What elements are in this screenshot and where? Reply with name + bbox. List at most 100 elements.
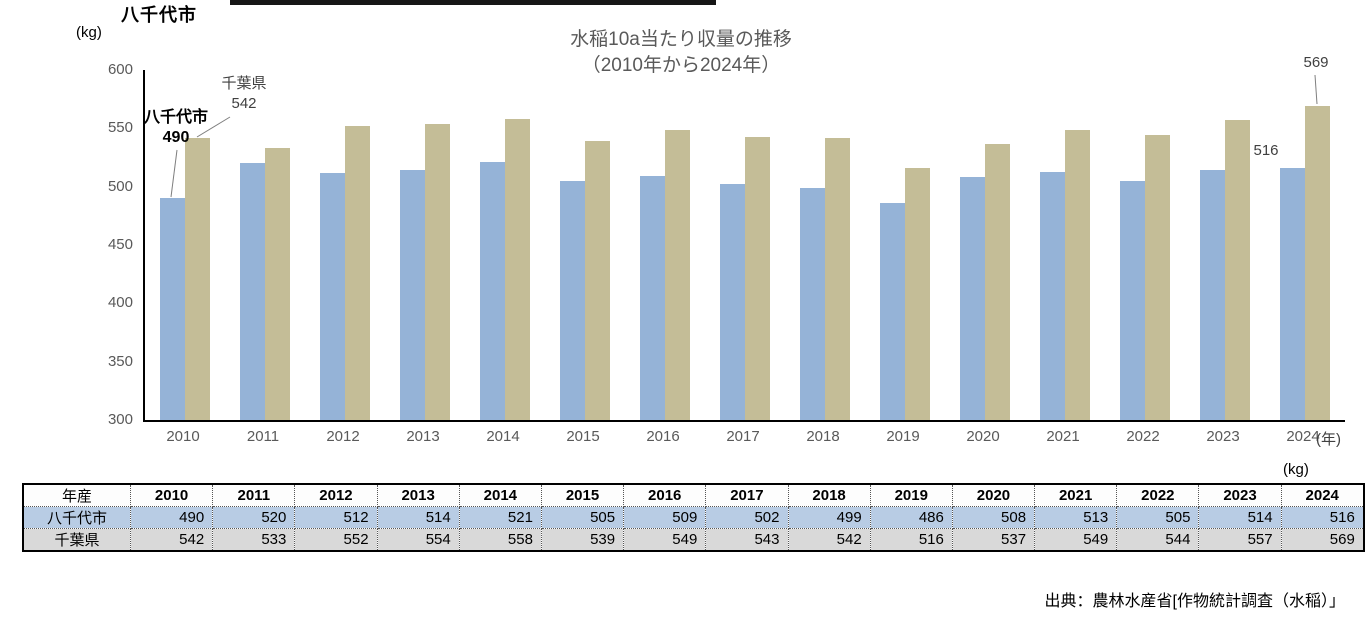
table-cell-千葉県-2017: 543 — [705, 528, 789, 552]
bar-千葉県-2010 — [185, 137, 210, 420]
annotation-pref-last-value: 569 — [1303, 54, 1329, 71]
table-year-header-2023: 2023 — [1198, 483, 1282, 507]
table-row-八千代市: 八千代市 490 520 512 514 521 505 509 502 499 486 508 513… — [22, 506, 1365, 529]
bar-千葉県-2013 — [425, 123, 450, 420]
bar-千葉県-2014 — [505, 119, 530, 420]
y-axis-unit-label: (kg) — [76, 24, 102, 41]
bar-chart-plot-area — [143, 70, 1345, 422]
x-tick-2019: 2019 — [886, 428, 920, 445]
table-cell-八千代市-2016: 509 — [623, 506, 707, 529]
bar-八千代市-2024 — [1280, 168, 1305, 420]
bar-千葉県-2016 — [665, 129, 690, 420]
table-cell-千葉県-2014: 558 — [458, 528, 542, 552]
bar-八千代市-2020 — [960, 177, 985, 420]
source-citation: 出典：農林水産省[作物統計調査（水稲）」 — [1044, 593, 1345, 610]
table-row-千葉県: 千葉県 542 533 552 554 558 539 549 543 542 516 537 549 5… — [22, 528, 1365, 552]
table-row-label: 千葉県 — [22, 528, 131, 552]
table-year-header-2022: 2022 — [1116, 483, 1200, 507]
table-year-header-2011: 2011 — [212, 483, 296, 507]
bar-千葉県-2017 — [745, 136, 770, 420]
bar-八千代市-2014 — [480, 162, 505, 420]
cropped-text-remnant — [230, 0, 716, 5]
page-title: 八千代市 — [121, 5, 197, 25]
x-tick-2020: 2020 — [966, 428, 1000, 445]
y-tick-450: 450 — [107, 236, 133, 253]
table-cell-八千代市-2023: 514 — [1198, 506, 1282, 529]
table-cell-八千代市-2013: 514 — [376, 506, 460, 529]
table-corner-label: 年産 — [22, 483, 131, 507]
x-tick-2023: 2023 — [1206, 428, 1240, 445]
bar-八千代市-2011 — [240, 163, 265, 420]
table-cell-八千代市-2024: 516 — [1280, 506, 1365, 529]
table-year-header-2021: 2021 — [1034, 483, 1118, 507]
table-cell-八千代市-2017: 502 — [705, 506, 789, 529]
bar-八千代市-2023 — [1200, 170, 1225, 420]
x-tick-2018: 2018 — [806, 428, 840, 445]
bar-千葉県-2011 — [265, 148, 290, 420]
table-year-header-2010: 2010 — [129, 483, 214, 507]
chart-title-line1: 水稲10a当たり収量の推移 — [570, 29, 792, 50]
bar-八千代市-2013 — [400, 170, 425, 420]
table-cell-千葉県-2013: 554 — [376, 528, 460, 552]
annotation-pref-first-value: 542 — [231, 95, 257, 112]
bar-八千代市-2017 — [720, 184, 745, 420]
table-cell-千葉県-2015: 539 — [540, 528, 625, 552]
x-tick-2014: 2014 — [486, 428, 520, 445]
table-cell-八千代市-2012: 512 — [294, 506, 378, 529]
table-cell-千葉県-2010: 542 — [129, 528, 214, 552]
table-unit-label: (kg) — [1283, 461, 1309, 478]
bar-千葉県-2024 — [1305, 106, 1330, 420]
y-tick-400: 400 — [107, 294, 133, 312]
chart-title-line2: （2010年から2024年） — [581, 55, 781, 76]
x-tick-2011: 2011 — [246, 428, 280, 445]
x-tick-2024: 2024 — [1286, 428, 1320, 445]
table-year-header-2015: 2015 — [540, 483, 625, 507]
data-table: 年産 2010 2011 2012 2013 2014 2015 2016 2017 2018 20… — [22, 483, 1365, 552]
table-row-label: 八千代市 — [22, 506, 131, 529]
table-year-header-2017: 2017 — [705, 483, 789, 507]
bar-八千代市-2012 — [320, 172, 345, 420]
bar-八千代市-2022 — [1120, 180, 1145, 420]
annotation-pref-label: 千葉県 — [221, 75, 267, 92]
table-cell-千葉県-2021: 549 — [1034, 528, 1118, 552]
table-cell-八千代市-2018: 499 — [787, 506, 871, 529]
table-cell-八千代市-2021: 513 — [1034, 506, 1118, 529]
x-tick-2012: 2012 — [326, 428, 360, 445]
bar-八千代市-2015 — [560, 180, 585, 420]
table-cell-八千代市-2010: 490 — [129, 506, 214, 529]
x-tick-2013: 2013 — [406, 428, 440, 445]
table-cell-八千代市-2014: 521 — [458, 506, 542, 529]
annotation-pref-first: 千葉県 542 — [211, 74, 277, 114]
table-cell-千葉県-2022: 544 — [1116, 528, 1200, 552]
x-tick-2021: 2021 — [1046, 428, 1080, 445]
table-cell-八千代市-2015: 505 — [540, 506, 625, 529]
y-tick-350: 350 — [107, 352, 133, 370]
bar-千葉県-2018 — [825, 137, 850, 420]
table-cell-千葉県-2018: 542 — [787, 528, 871, 552]
y-tick-300: 300 — [107, 411, 133, 428]
table-cell-千葉県-2023: 557 — [1198, 528, 1282, 552]
annotation-city-first: 八千代市 490 — [138, 108, 214, 148]
table-year-header-2013: 2013 — [376, 483, 460, 507]
x-tick-2015: 2015 — [566, 428, 600, 445]
bar-千葉県-2022 — [1145, 135, 1170, 420]
x-tick-2016: 2016 — [646, 428, 680, 445]
table-year-header-2012: 2012 — [294, 483, 378, 507]
annotation-city-first-value: 490 — [162, 129, 190, 146]
bar-八千代市-2010 — [160, 198, 185, 420]
x-tick-2022: 2022 — [1126, 428, 1160, 445]
bar-千葉県-2023 — [1225, 120, 1250, 420]
table-cell-八千代市-2011: 520 — [212, 506, 296, 529]
table-year-header-2024: 2024 — [1280, 483, 1365, 507]
table-year-header-2020: 2020 — [951, 483, 1036, 507]
table-cell-千葉県-2020: 537 — [951, 528, 1036, 552]
table-year-header-2018: 2018 — [787, 483, 871, 507]
bar-八千代市-2021 — [1040, 171, 1065, 420]
bar-千葉県-2012 — [345, 126, 370, 420]
table-cell-八千代市-2022: 505 — [1116, 506, 1200, 529]
x-axis-unit-label: (年) — [1316, 431, 1341, 448]
y-tick-550: 550 — [107, 119, 133, 137]
x-tick-2010: 2010 — [166, 428, 200, 445]
table-cell-千葉県-2011: 533 — [212, 528, 296, 552]
